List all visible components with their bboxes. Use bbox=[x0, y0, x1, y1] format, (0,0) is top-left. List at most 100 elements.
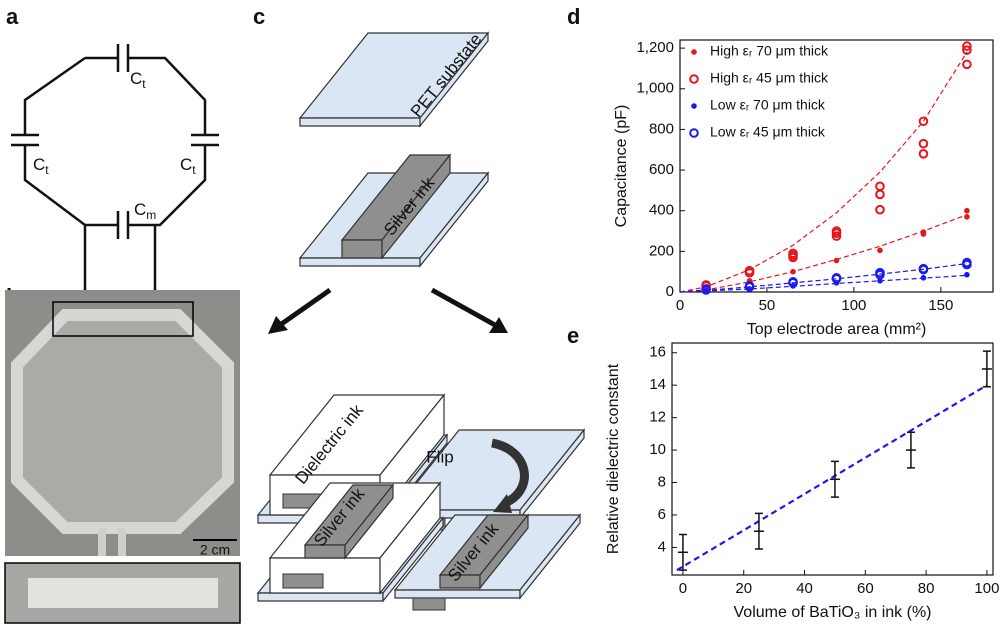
legend-label: Low εᵣ 70 μm thick bbox=[710, 97, 826, 113]
data-point bbox=[875, 204, 885, 215]
data-point bbox=[875, 181, 885, 192]
block-side bbox=[519, 513, 581, 600]
data-point bbox=[918, 263, 929, 274]
y-tick-label: 600 bbox=[649, 161, 674, 178]
arrow bbox=[430, 287, 497, 328]
legend-marker bbox=[689, 74, 699, 84]
y-tick-label: 12 bbox=[649, 409, 666, 426]
block-front bbox=[299, 117, 421, 127]
arrow-head bbox=[489, 317, 508, 333]
data-point bbox=[962, 41, 972, 51]
data-point bbox=[918, 149, 929, 159]
process-diagram bbox=[256, 31, 586, 611]
block-front bbox=[412, 597, 446, 611]
block-side bbox=[419, 31, 489, 128]
panel-label: e bbox=[567, 323, 579, 348]
block-front bbox=[299, 257, 421, 267]
y-axis-label: Relative dielectric constant bbox=[605, 363, 622, 554]
y-tick-label: 1,200 bbox=[636, 39, 674, 56]
arrow bbox=[278, 287, 332, 328]
data-point bbox=[831, 231, 842, 241]
y-tick-label: 14 bbox=[649, 376, 666, 393]
block-side bbox=[419, 171, 489, 268]
legend-label: Low εᵣ 45 μm thick bbox=[710, 124, 826, 140]
x-axis-label: Top electrode area (mm²) bbox=[747, 321, 927, 338]
data-point bbox=[920, 229, 927, 235]
data-point bbox=[701, 284, 711, 294]
fit-line bbox=[676, 384, 988, 572]
data-point bbox=[877, 278, 883, 284]
arrow-head bbox=[493, 494, 512, 513]
y-tick-label: 4 bbox=[658, 538, 666, 555]
plot-frame bbox=[671, 342, 994, 576]
block-side bbox=[344, 483, 394, 560]
data-point bbox=[831, 226, 842, 236]
data-point bbox=[877, 247, 883, 254]
scale-bar-label: 2 cm bbox=[200, 542, 230, 558]
fit-line bbox=[679, 214, 968, 293]
x-tick-label: 0 bbox=[679, 580, 687, 597]
legend-marker bbox=[689, 128, 699, 138]
data-point bbox=[875, 189, 885, 200]
block-side bbox=[381, 153, 451, 260]
plot-frame bbox=[679, 39, 994, 293]
panel-label: c bbox=[253, 4, 265, 29]
fit-line bbox=[679, 274, 967, 293]
y-tick-label: 800 bbox=[649, 120, 674, 137]
data-point bbox=[964, 214, 970, 220]
fit-line bbox=[679, 51, 968, 293]
panel-label: a bbox=[6, 4, 19, 29]
capacitor-label: Ct bbox=[33, 155, 49, 177]
flip-arrow bbox=[490, 438, 529, 508]
data-point bbox=[833, 257, 840, 264]
arrow-head bbox=[268, 316, 288, 334]
data-point bbox=[788, 277, 798, 287]
y-axis-label: Capacitance (pF) bbox=[613, 105, 630, 228]
data-point bbox=[744, 281, 755, 291]
y-tick-label: 0 bbox=[666, 283, 674, 300]
x-axis-label: Volume of BaTiO₃ in ink (%) bbox=[734, 604, 932, 621]
capacitor-label: Ct bbox=[130, 69, 146, 91]
x-tick-label: 80 bbox=[918, 580, 935, 597]
x-tick-label: 0 bbox=[676, 297, 684, 314]
block-front bbox=[394, 589, 521, 599]
legend-marker bbox=[691, 103, 697, 109]
x-tick-label: 150 bbox=[928, 297, 953, 314]
y-tick-label: 1,000 bbox=[636, 80, 674, 97]
x-tick-label: 20 bbox=[735, 580, 752, 597]
capacitor-label: Ct bbox=[180, 155, 196, 177]
legend-marker bbox=[691, 49, 697, 55]
x-tick-label: 50 bbox=[759, 297, 776, 314]
x-tick-label: 60 bbox=[857, 580, 874, 597]
data-point bbox=[964, 207, 970, 214]
data-point bbox=[875, 267, 885, 278]
y-tick-label: 8 bbox=[658, 473, 666, 490]
block-side bbox=[382, 516, 444, 603]
data-point bbox=[918, 116, 929, 127]
block-side bbox=[379, 481, 441, 595]
photo bbox=[4, 290, 241, 624]
data-point bbox=[962, 45, 972, 55]
y-tick-label: 16 bbox=[649, 344, 666, 361]
block-front bbox=[282, 573, 324, 589]
legend-label: High εᵣ 70 μm thick bbox=[710, 43, 829, 59]
block-front bbox=[257, 592, 384, 602]
capacitor-label: Cm bbox=[134, 200, 156, 222]
data-point bbox=[790, 268, 796, 275]
data-point bbox=[788, 248, 798, 259]
block-side bbox=[479, 513, 529, 590]
data-point bbox=[831, 272, 842, 283]
legend-label: High εᵣ 45 μm thick bbox=[710, 70, 829, 86]
process-label: Flip bbox=[426, 447, 453, 466]
data-point bbox=[918, 138, 929, 149]
block-front bbox=[341, 239, 383, 259]
y-tick-label: 200 bbox=[649, 242, 674, 259]
y-tick-label: 6 bbox=[658, 506, 666, 523]
data-point bbox=[962, 257, 972, 268]
x-tick-label: 100 bbox=[841, 297, 866, 314]
data-point bbox=[964, 271, 970, 278]
data-point bbox=[920, 274, 927, 281]
fit-line bbox=[679, 262, 967, 293]
panel-label: d bbox=[567, 4, 580, 29]
